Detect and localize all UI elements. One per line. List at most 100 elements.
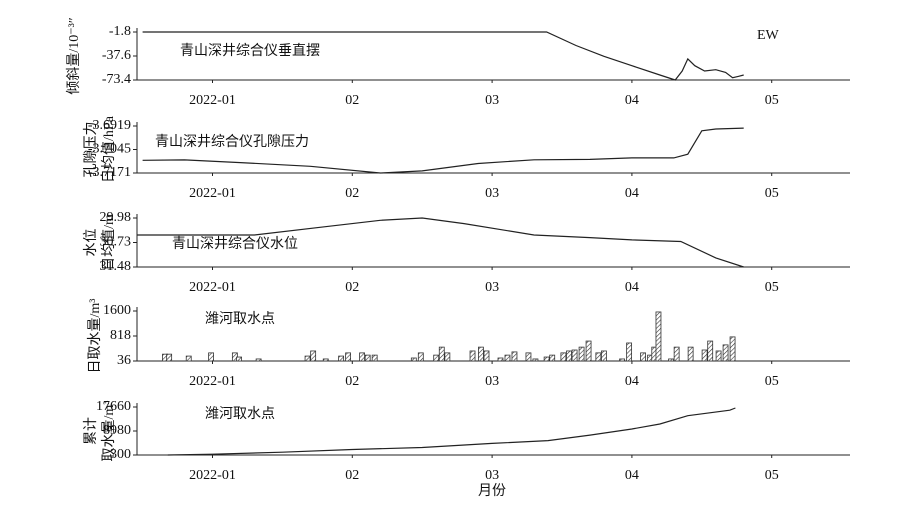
y-tick-label: 300: [110, 447, 131, 462]
x-tick-label: 02: [345, 280, 359, 295]
y-axis-label: 累计: [83, 417, 99, 445]
bar: [444, 352, 451, 362]
bar: [511, 351, 518, 362]
y-axis-label: 日均值/m: [101, 214, 117, 271]
bar: [701, 349, 708, 362]
bar: [571, 349, 578, 362]
x-tick-label: 02: [345, 374, 359, 389]
annotation: 潍河取水点: [205, 406, 275, 422]
annotation: EW: [757, 28, 780, 43]
y-tick-label: -3.7171: [88, 165, 131, 180]
bar: [166, 353, 173, 362]
bar: [359, 352, 365, 362]
bar: [655, 311, 662, 362]
x-tick-label: 04: [625, 186, 639, 201]
y-tick-label: 1600: [103, 303, 131, 318]
annotation: 潍河取水点: [205, 311, 275, 327]
bar: [729, 336, 736, 362]
bar: [236, 356, 242, 362]
bar: [322, 358, 329, 362]
annotation: 青山深井综合仪水位: [172, 236, 298, 252]
y-axis-label: 孔隙压力: [83, 122, 99, 178]
x-tick-label: 2022-01: [189, 280, 236, 295]
y-axis-label: 日取水量/m³: [87, 299, 103, 374]
y-tick-label: 29.98: [100, 210, 132, 225]
bar: [640, 352, 646, 362]
y-tick-label: -73.4: [102, 72, 131, 87]
bar: [310, 350, 317, 362]
x-tick-label: 05: [765, 280, 779, 295]
bar: [208, 352, 214, 362]
bar: [438, 346, 445, 362]
x-tick-label: 05: [765, 374, 779, 389]
bar: [338, 355, 345, 362]
y-tick-label: 8980: [103, 423, 131, 438]
x-tick-label: 2022-01: [189, 374, 236, 389]
bar: [585, 340, 592, 362]
x-tick-label: 02: [345, 93, 359, 108]
bar: [566, 350, 572, 362]
y-tick-label: -3.7045: [88, 142, 131, 157]
bar: [478, 346, 484, 362]
bar: [560, 352, 567, 362]
bar: [673, 346, 680, 362]
y-tick-label: -3.6919: [88, 118, 131, 133]
x-tick-label: 05: [765, 93, 779, 108]
x-tick-label: 04: [625, 468, 639, 483]
annotation: 青山深井综合仪孔隙压力: [155, 134, 309, 150]
y-tick-label: 818: [110, 328, 131, 343]
bar: [619, 358, 626, 362]
x-tick-label: 03: [485, 280, 499, 295]
line: [167, 407, 736, 456]
y-axis-label: 倾斜量/10⁻³″: [66, 17, 82, 94]
annotation: 青山深井综合仪垂直摆: [180, 42, 320, 59]
bar: [532, 358, 539, 362]
bar: [410, 357, 417, 362]
x-tick-label: 02: [345, 186, 359, 201]
line: [142, 31, 744, 81]
y-axis-label: 取水量/m³: [101, 401, 117, 462]
x-tick-label: 04: [625, 93, 639, 108]
line: [142, 127, 744, 174]
bar: [304, 355, 311, 362]
line: [137, 217, 744, 268]
bar: [601, 350, 607, 362]
x-tick-label: 05: [765, 468, 779, 483]
x-tick-label: 02: [345, 468, 359, 483]
bar: [185, 355, 192, 362]
bar: [549, 354, 556, 362]
bar: [722, 344, 729, 362]
bar: [497, 357, 504, 362]
y-tick-label: -37.6: [102, 48, 131, 63]
bar: [483, 350, 490, 362]
x-tick-label: 03: [485, 374, 499, 389]
y-tick-label: -1.8: [109, 24, 131, 39]
bar: [364, 354, 371, 362]
x-tick-label: 03: [485, 186, 499, 201]
bar: [504, 354, 511, 362]
x-axis-label: 月份: [478, 483, 506, 499]
y-axis-label: 水位: [83, 229, 99, 257]
y-tick-label: 31.48: [100, 259, 132, 274]
x-tick-label: 04: [625, 374, 639, 389]
y-axis-label: 日均值/hPa: [101, 115, 117, 183]
bar: [345, 352, 352, 362]
bar: [595, 352, 602, 362]
bar: [525, 352, 532, 362]
x-tick-label: 03: [485, 468, 499, 483]
x-tick-label: 2022-01: [189, 186, 236, 201]
y-tick-label: 36: [117, 353, 131, 368]
x-tick-label: 2022-01: [189, 93, 236, 108]
bar: [687, 346, 694, 362]
bar: [578, 346, 585, 362]
bar: [543, 356, 550, 362]
bar: [715, 350, 722, 362]
bar: [469, 350, 476, 362]
x-tick-label: 03: [485, 93, 499, 108]
bar: [371, 354, 378, 362]
x-tick-label: 05: [765, 186, 779, 201]
bar: [255, 358, 262, 362]
x-tick-label: 2022-01: [189, 468, 236, 483]
bar: [707, 340, 714, 362]
